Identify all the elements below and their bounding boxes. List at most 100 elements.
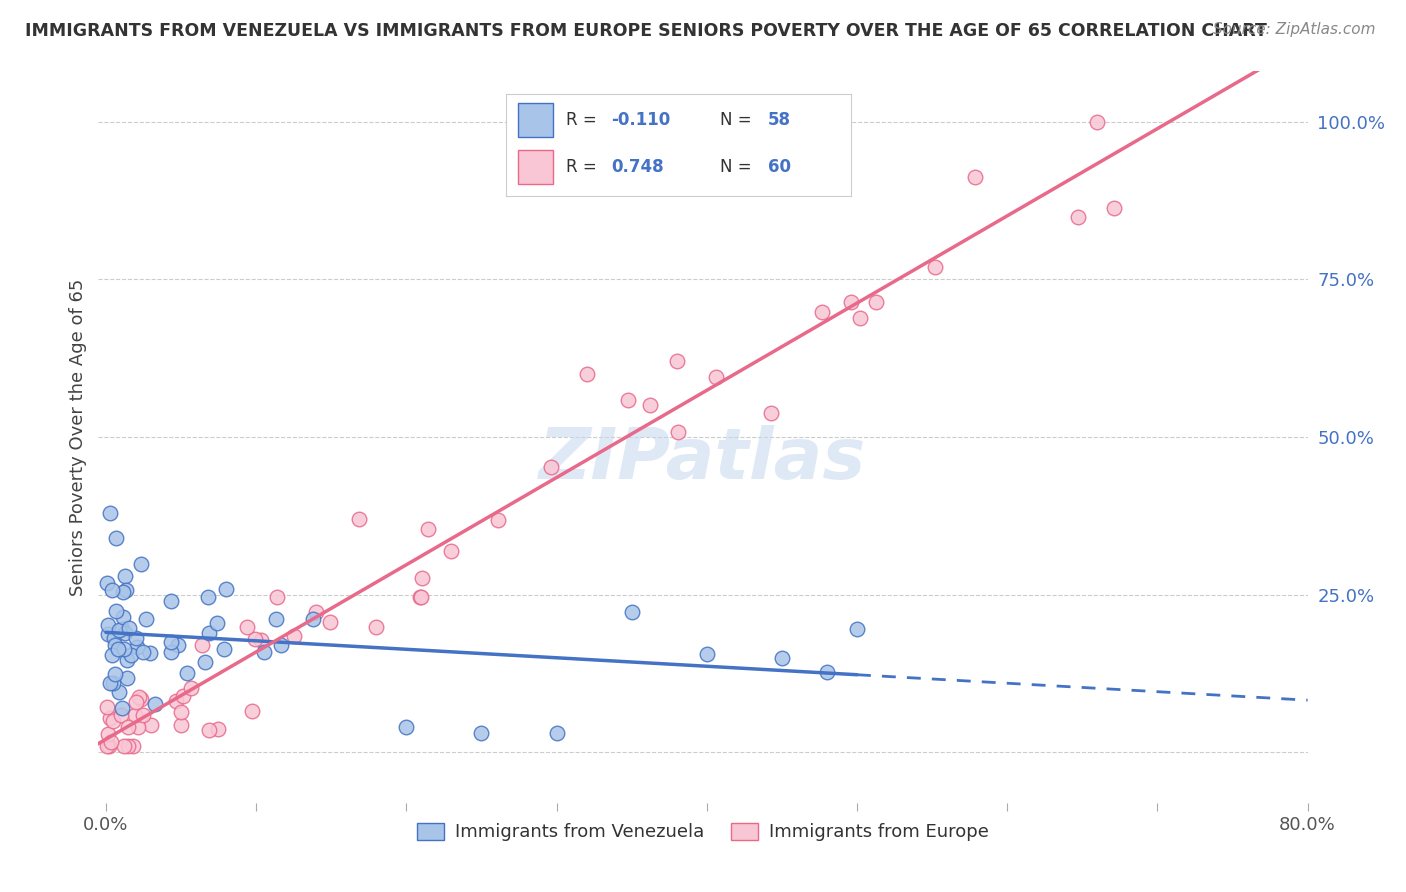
Point <box>124 708 146 723</box>
Point <box>546 726 568 740</box>
Point <box>416 522 439 536</box>
Point <box>100 710 122 724</box>
Point <box>470 726 492 740</box>
Point <box>486 513 509 527</box>
Text: N =: N = <box>720 158 756 176</box>
Point <box>180 681 202 696</box>
Point <box>214 641 236 656</box>
Point <box>1085 115 1108 129</box>
Point <box>318 615 340 630</box>
Point <box>240 704 263 718</box>
Point <box>364 620 387 634</box>
Point <box>125 640 148 654</box>
Point <box>270 638 292 652</box>
Point <box>105 604 128 618</box>
Point <box>846 622 869 636</box>
Point <box>283 629 305 643</box>
Point <box>198 723 221 738</box>
Text: ZIPatlas: ZIPatlas <box>540 425 866 493</box>
Point <box>143 697 166 711</box>
Point <box>302 611 325 625</box>
Point <box>114 568 136 582</box>
Point <box>100 506 122 520</box>
Point <box>129 557 152 571</box>
Point <box>134 612 156 626</box>
Point <box>638 398 661 412</box>
Point <box>1067 210 1090 224</box>
Point <box>170 705 193 719</box>
Point <box>159 645 181 659</box>
Point <box>117 739 139 753</box>
Text: IMMIGRANTS FROM VENEZUELA VS IMMIGRANTS FROM EUROPE SENIORS POVERTY OVER THE AGE: IMMIGRANTS FROM VENEZUELA VS IMMIGRANTS … <box>25 22 1267 40</box>
Point <box>97 627 120 641</box>
Point <box>266 612 288 626</box>
Point <box>100 734 122 748</box>
Point <box>409 590 432 604</box>
Point <box>110 622 132 636</box>
Text: 58: 58 <box>768 111 792 128</box>
Point <box>125 632 148 646</box>
Point <box>305 605 328 619</box>
Point <box>111 585 134 599</box>
Point <box>924 260 946 274</box>
Point <box>101 648 124 662</box>
Point <box>176 665 198 680</box>
Point <box>101 676 124 690</box>
Point <box>440 543 463 558</box>
Point <box>97 739 120 753</box>
Point <box>214 582 236 596</box>
Point <box>160 593 183 607</box>
Point <box>770 651 793 665</box>
Point <box>96 739 118 753</box>
Point <box>132 645 155 659</box>
Text: R =: R = <box>567 111 602 128</box>
Point <box>103 714 125 728</box>
Point <box>112 739 135 753</box>
Point <box>118 621 141 635</box>
Point <box>575 367 598 381</box>
Point <box>395 720 418 734</box>
Point <box>121 739 143 753</box>
Point <box>125 695 148 709</box>
Point <box>207 722 229 736</box>
Point <box>104 667 127 681</box>
Point <box>194 656 217 670</box>
Point <box>107 641 129 656</box>
Point <box>98 676 121 690</box>
FancyBboxPatch shape <box>519 150 553 184</box>
Point <box>617 392 640 407</box>
Point <box>266 590 288 604</box>
Point <box>1102 201 1125 215</box>
Point <box>111 701 134 715</box>
Y-axis label: Seniors Poverty Over the Age of 65: Seniors Poverty Over the Age of 65 <box>69 278 87 596</box>
Point <box>197 590 219 604</box>
Point <box>665 354 688 368</box>
Point <box>97 617 120 632</box>
Point <box>411 571 433 585</box>
Point <box>811 305 834 319</box>
Point <box>115 653 138 667</box>
Point <box>132 707 155 722</box>
Point <box>540 459 562 474</box>
Point <box>127 720 149 734</box>
Point <box>129 692 152 706</box>
Point <box>205 615 228 630</box>
Point <box>236 620 259 634</box>
Point <box>112 642 135 657</box>
Point <box>253 645 276 659</box>
Point <box>761 406 783 420</box>
Point <box>666 425 689 440</box>
Point <box>104 638 127 652</box>
Point <box>172 689 194 703</box>
Point <box>96 576 118 591</box>
Point <box>128 690 150 704</box>
Point <box>198 625 221 640</box>
Text: -0.110: -0.110 <box>612 111 671 128</box>
FancyBboxPatch shape <box>519 103 553 136</box>
Point <box>349 512 371 526</box>
Text: R =: R = <box>567 158 602 176</box>
Point <box>849 311 872 326</box>
Point <box>115 583 138 598</box>
Point <box>139 646 162 660</box>
Point <box>169 718 191 732</box>
